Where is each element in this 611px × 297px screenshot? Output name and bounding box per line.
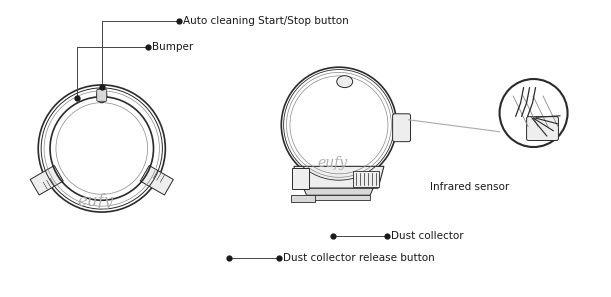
Text: Dust collector: Dust collector xyxy=(392,231,464,241)
Text: Dust collector release button: Dust collector release button xyxy=(283,253,435,263)
Text: eufy: eufy xyxy=(78,193,114,210)
Ellipse shape xyxy=(337,76,353,88)
FancyBboxPatch shape xyxy=(527,117,558,140)
Text: Bumper: Bumper xyxy=(152,42,194,51)
FancyBboxPatch shape xyxy=(97,89,107,101)
Bar xyxy=(141,165,174,195)
Bar xyxy=(291,195,315,202)
FancyBboxPatch shape xyxy=(353,171,379,187)
Bar xyxy=(30,165,64,195)
Text: eufy: eufy xyxy=(318,156,348,170)
Ellipse shape xyxy=(97,88,107,103)
Text: Auto cleaning Start/Stop button: Auto cleaning Start/Stop button xyxy=(183,16,348,26)
FancyBboxPatch shape xyxy=(291,168,309,189)
Bar xyxy=(307,195,370,200)
Text: Infrared sensor: Infrared sensor xyxy=(430,182,510,192)
Polygon shape xyxy=(304,188,373,195)
Circle shape xyxy=(38,85,166,212)
Circle shape xyxy=(500,79,568,147)
FancyBboxPatch shape xyxy=(393,114,411,142)
Polygon shape xyxy=(294,166,384,188)
Circle shape xyxy=(281,67,397,182)
